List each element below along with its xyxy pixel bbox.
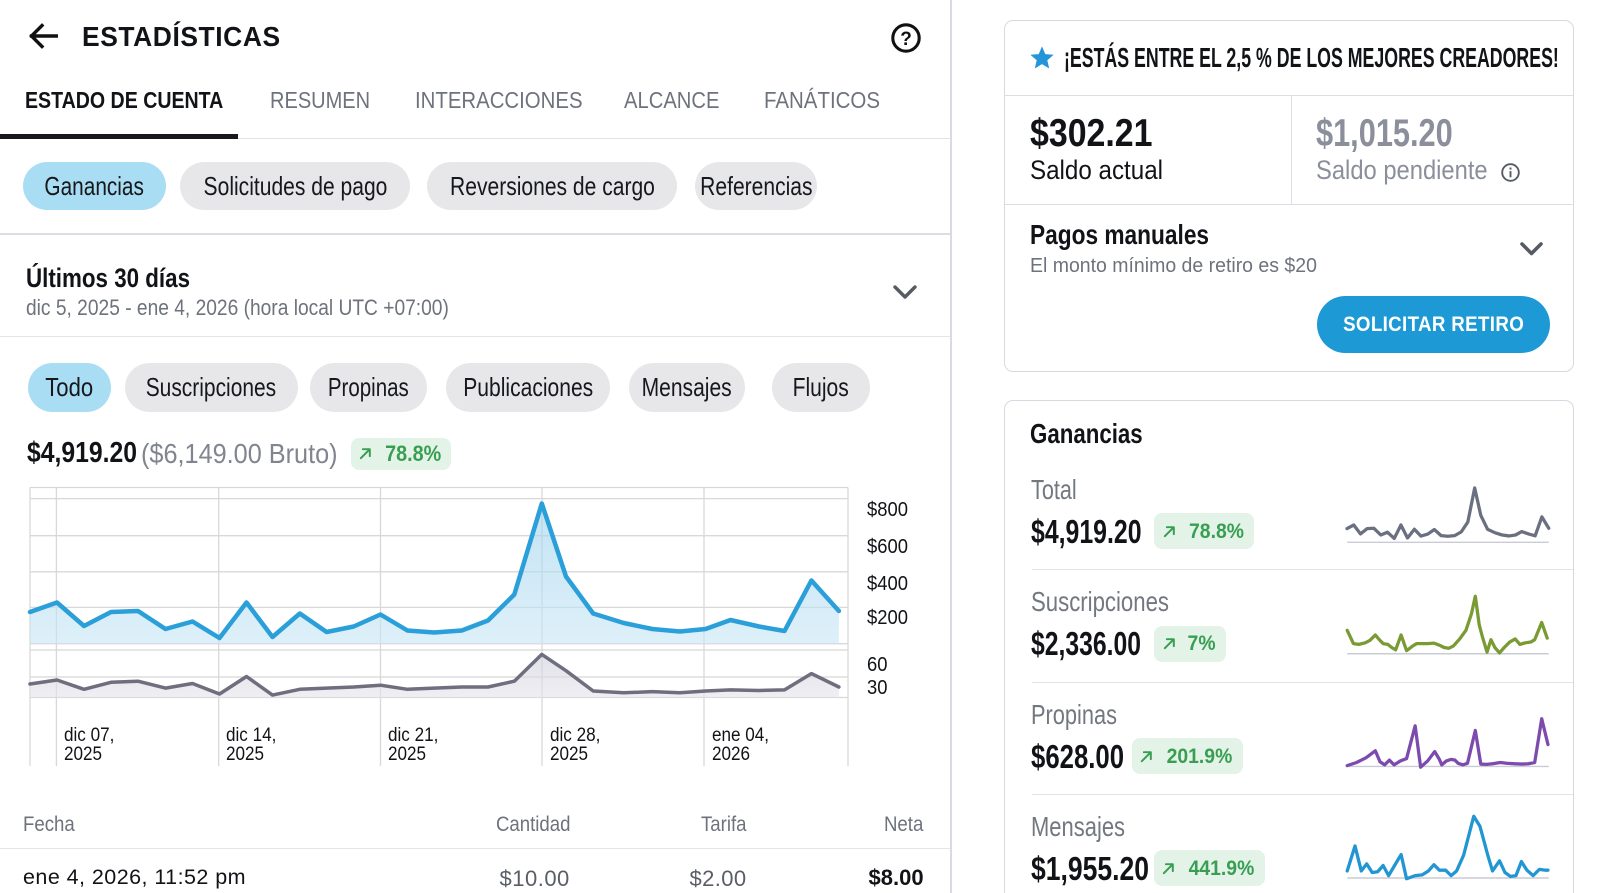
svg-text:?: ? (900, 29, 912, 50)
